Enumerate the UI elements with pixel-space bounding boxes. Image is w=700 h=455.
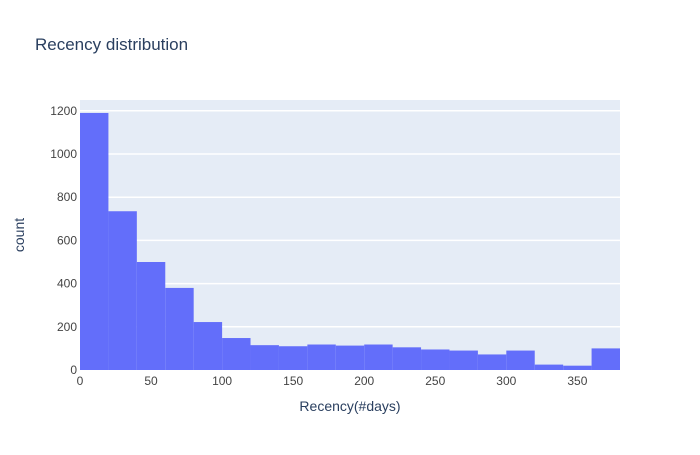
x-tick-label: 150 — [283, 374, 303, 388]
histogram-bar — [591, 348, 620, 370]
chart-title: Recency distribution — [35, 35, 188, 54]
histogram-bar — [250, 345, 279, 370]
y-tick-label: 400 — [57, 277, 77, 291]
x-tick-label: 100 — [212, 374, 232, 388]
x-axis-ticks: 0 50 100 150 200 250 300 350 — [77, 374, 588, 388]
histogram-bar — [506, 350, 535, 370]
x-axis-label: Recency(#days) — [299, 398, 400, 414]
x-tick-label: 0 — [77, 374, 84, 388]
histogram-bar — [193, 322, 223, 370]
histogram-bar — [307, 344, 336, 370]
y-axis-ticks: 0 200 400 600 800 1000 1200 — [50, 104, 77, 377]
histogram-bar — [222, 338, 251, 370]
bars — [80, 112, 620, 371]
y-tick-label: 1000 — [50, 147, 77, 161]
y-tick-label: 600 — [57, 233, 77, 247]
y-axis-label: count — [11, 218, 27, 252]
histogram-bar — [335, 345, 365, 370]
y-tick-label: 200 — [57, 320, 77, 334]
histogram-bar — [136, 262, 166, 370]
histogram-bar — [449, 350, 478, 370]
histogram-bar — [563, 365, 592, 370]
histogram-bar — [108, 211, 137, 370]
histogram-bar — [80, 112, 109, 371]
x-tick-label: 250 — [425, 374, 445, 388]
x-tick-label: 350 — [567, 374, 587, 388]
x-tick-label: 200 — [354, 374, 374, 388]
histogram-bar — [392, 347, 422, 370]
y-tick-label: 1200 — [50, 104, 77, 118]
histogram-bar — [364, 344, 393, 370]
y-tick-label: 0 — [70, 363, 77, 377]
histogram-bar — [278, 346, 308, 370]
histogram-bar — [165, 287, 194, 370]
x-tick-label: 300 — [496, 374, 516, 388]
histogram-bar — [421, 349, 450, 370]
histogram-bar — [534, 364, 564, 370]
histogram-bar — [477, 354, 507, 370]
x-tick-label: 50 — [144, 374, 158, 388]
y-tick-label: 800 — [57, 190, 77, 204]
